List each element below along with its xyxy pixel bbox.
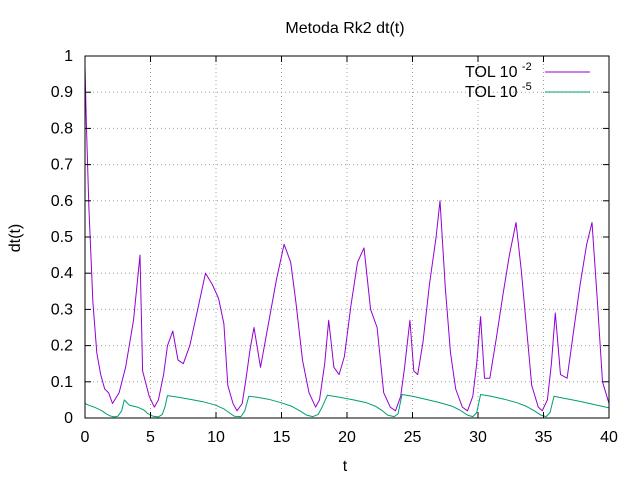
y-tick-label: 0.6 [51, 193, 73, 210]
x-tick-label: 40 [600, 429, 618, 446]
y-tick-label: 0.5 [51, 229, 73, 246]
x-tick-label: 0 [81, 429, 90, 446]
y-tick-label: 1 [64, 48, 73, 65]
chart-title: Metoda Rk2 dt(t) [285, 20, 404, 37]
legend-label-1: TOL 10 -2 [465, 61, 532, 81]
grid-lines [85, 56, 609, 418]
x-tick-label: 30 [469, 429, 487, 446]
x-tick-label: 10 [207, 429, 225, 446]
axis-ticks [84, 55, 610, 419]
y-tick-label: 0.4 [51, 265, 73, 282]
y-tick-label: 0 [64, 410, 73, 427]
legend-label-2: TOL 10 -5 [465, 81, 532, 101]
y-tick-label: 0.7 [51, 157, 73, 174]
series-line-1 [84, 66, 610, 412]
x-tick-label: 5 [146, 429, 155, 446]
x-tick-label: 20 [338, 429, 356, 446]
series-line-2 [84, 394, 610, 418]
y-axis-title: dt(t) [7, 224, 24, 252]
y-tick-labels: 0 0.1 0.2 0.3 0.4 0.5 0.6 0.7 0.8 0.9 1 [51, 48, 73, 427]
x-axis-title: t [343, 458, 348, 475]
y-tick-label: 0.3 [51, 301, 73, 318]
y-tick-label: 0.2 [51, 338, 73, 355]
x-tick-label: 35 [535, 429, 553, 446]
y-tick-label: 0.1 [51, 374, 73, 391]
y-tick-label: 0.9 [51, 84, 73, 101]
y-tick-label: 0.8 [51, 120, 73, 137]
x-tick-label: 15 [273, 429, 291, 446]
x-tick-labels: 0 5 10 15 20 25 30 35 40 [81, 429, 618, 446]
series-layer [84, 66, 610, 418]
x-tick-label: 25 [404, 429, 422, 446]
